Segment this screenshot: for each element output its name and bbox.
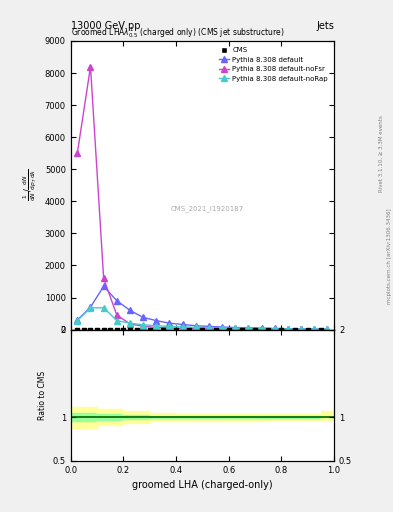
- Pythia 8.308 default: [246, 325, 251, 331]
- Pythia 8.308 default-noRap: [312, 326, 317, 332]
- Pythia 8.308 default-noFsr: [325, 327, 330, 333]
- Legend: CMS, Pythia 8.308 default, Pythia 8.308 default-noFsr, Pythia 8.308 default-noRa: CMS, Pythia 8.308 default, Pythia 8.308 …: [216, 45, 331, 84]
- Pythia 8.308 default-noRap: [101, 305, 106, 311]
- Pythia 8.308 default-noRap: [220, 325, 224, 331]
- CMS: [226, 326, 232, 334]
- Pythia 8.308 default: [128, 307, 132, 313]
- Pythia 8.308 default: [233, 325, 238, 331]
- Pythia 8.308 default-noFsr: [141, 323, 145, 329]
- Pythia 8.308 default: [312, 326, 317, 332]
- Pythia 8.308 default-noRap: [167, 323, 172, 329]
- Text: Groomed LHA$\lambda^{1}_{0.5}$ (charged only) (CMS jet substructure): Groomed LHA$\lambda^{1}_{0.5}$ (charged …: [71, 25, 285, 40]
- Pythia 8.308 default-noFsr: [312, 327, 317, 333]
- Pythia 8.308 default: [88, 304, 93, 310]
- Pythia 8.308 default-noRap: [286, 326, 290, 332]
- Pythia 8.308 default: [220, 324, 224, 330]
- CMS: [265, 326, 271, 334]
- Line: Pythia 8.308 default-noRap: Pythia 8.308 default-noRap: [75, 305, 330, 332]
- Pythia 8.308 default-noRap: [180, 324, 185, 330]
- CMS: [291, 326, 298, 334]
- Pythia 8.308 default-noRap: [88, 305, 93, 311]
- Pythia 8.308 default-noRap: [207, 325, 211, 331]
- Pythia 8.308 default: [101, 283, 106, 289]
- Pythia 8.308 default-noFsr: [128, 321, 132, 327]
- CMS: [252, 326, 258, 334]
- Text: Rivet 3.1.10, ≥ 3.3M events: Rivet 3.1.10, ≥ 3.3M events: [379, 115, 384, 192]
- Pythia 8.308 default: [167, 320, 172, 326]
- Pythia 8.308 default-noFsr: [180, 326, 185, 332]
- Pythia 8.308 default: [180, 322, 185, 328]
- Pythia 8.308 default-noFsr: [299, 326, 303, 332]
- Pythia 8.308 default-noFsr: [167, 325, 172, 331]
- CMS: [147, 326, 153, 334]
- CMS: [278, 326, 285, 334]
- CMS: [107, 326, 113, 334]
- Pythia 8.308 default-noRap: [259, 326, 264, 332]
- Pythia 8.308 default: [207, 323, 211, 329]
- Pythia 8.308 default-noRap: [272, 326, 277, 332]
- Y-axis label: $\frac{1}{\mathrm{d}N} / \frac{\mathrm{d}N}{\mathrm{d}p_T\,\mathrm{d}\lambda}$: $\frac{1}{\mathrm{d}N} / \frac{\mathrm{d…: [22, 169, 39, 201]
- Pythia 8.308 default-noRap: [299, 326, 303, 332]
- Pythia 8.308 default: [141, 314, 145, 321]
- Pythia 8.308 default-noRap: [128, 320, 132, 326]
- X-axis label: groomed LHA (charged-only): groomed LHA (charged-only): [132, 480, 273, 490]
- Line: Pythia 8.308 default: Pythia 8.308 default: [75, 284, 330, 332]
- CMS: [74, 326, 81, 334]
- Pythia 8.308 default: [193, 323, 198, 329]
- Pythia 8.308 default-noRap: [246, 326, 251, 332]
- Pythia 8.308 default-noFsr: [154, 324, 159, 330]
- Pythia 8.308 default: [325, 326, 330, 332]
- Text: Jets: Jets: [316, 20, 334, 31]
- CMS: [239, 326, 245, 334]
- Text: 13000 GeV pp: 13000 GeV pp: [71, 20, 140, 31]
- CMS: [114, 326, 120, 334]
- Pythia 8.308 default-noRap: [75, 317, 80, 324]
- CMS: [186, 326, 193, 334]
- CMS: [173, 326, 179, 334]
- Pythia 8.308 default-noFsr: [286, 326, 290, 332]
- Pythia 8.308 default-noRap: [233, 325, 238, 331]
- Pythia 8.308 default-noFsr: [246, 326, 251, 332]
- Pythia 8.308 default-noRap: [325, 326, 330, 332]
- Pythia 8.308 default-noFsr: [207, 326, 211, 332]
- CMS: [127, 326, 133, 334]
- Line: Pythia 8.308 default-noFsr: Pythia 8.308 default-noFsr: [75, 64, 330, 332]
- Pythia 8.308 default-noRap: [154, 323, 159, 329]
- Pythia 8.308 default-noRap: [193, 324, 198, 330]
- Pythia 8.308 default-noFsr: [193, 326, 198, 332]
- Text: mcplots.cern.ch [arXiv:1306.3436]: mcplots.cern.ch [arXiv:1306.3436]: [387, 208, 391, 304]
- CMS: [94, 326, 100, 334]
- Pythia 8.308 default: [114, 297, 119, 304]
- Pythia 8.308 default-noFsr: [75, 150, 80, 156]
- CMS: [81, 326, 87, 334]
- Pythia 8.308 default-noRap: [141, 322, 145, 328]
- Pythia 8.308 default: [272, 326, 277, 332]
- CMS: [134, 326, 140, 334]
- CMS: [305, 326, 311, 334]
- Pythia 8.308 default-noFsr: [259, 326, 264, 332]
- Pythia 8.308 default-noFsr: [101, 275, 106, 282]
- CMS: [160, 326, 166, 334]
- Pythia 8.308 default: [75, 317, 80, 323]
- CMS: [101, 326, 107, 334]
- Pythia 8.308 default-noFsr: [272, 326, 277, 332]
- Pythia 8.308 default: [299, 326, 303, 332]
- Pythia 8.308 default-noFsr: [233, 326, 238, 332]
- Pythia 8.308 default-noFsr: [114, 312, 119, 318]
- Text: CMS_2021_I1920187: CMS_2021_I1920187: [171, 205, 244, 212]
- CMS: [199, 326, 206, 334]
- Pythia 8.308 default: [154, 317, 159, 324]
- CMS: [87, 326, 94, 334]
- Pythia 8.308 default-noFsr: [220, 326, 224, 332]
- Pythia 8.308 default: [259, 325, 264, 331]
- Pythia 8.308 default-noFsr: [88, 63, 93, 70]
- CMS: [212, 326, 219, 334]
- Pythia 8.308 default: [286, 326, 290, 332]
- CMS: [120, 326, 127, 334]
- CMS: [318, 326, 324, 334]
- Pythia 8.308 default-noRap: [114, 317, 119, 324]
- Y-axis label: Ratio to CMS: Ratio to CMS: [38, 371, 47, 420]
